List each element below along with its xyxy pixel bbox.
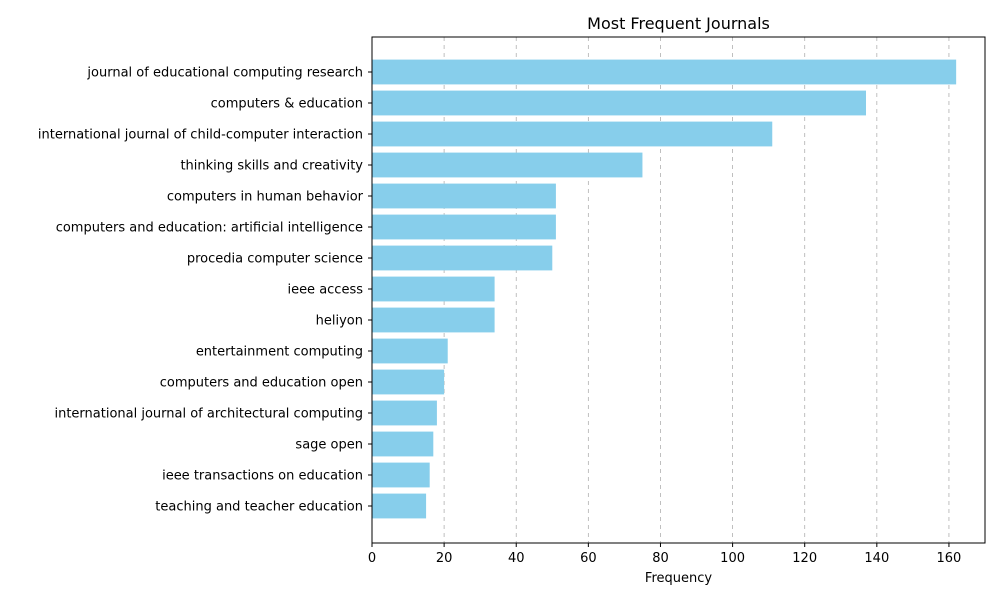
y-tick-label: computers & education bbox=[211, 97, 363, 112]
bar bbox=[372, 246, 552, 271]
x-tick-label: 120 bbox=[792, 551, 817, 566]
y-tick-label: international journal of child-computer … bbox=[38, 128, 363, 143]
y-tick-label: thinking skills and creativity bbox=[180, 159, 363, 174]
bar bbox=[372, 401, 437, 426]
y-tick-label: computers and education: artificial inte… bbox=[56, 221, 363, 236]
x-tick-label: 20 bbox=[436, 551, 453, 566]
y-axis-ticks: journal of educational computing researc… bbox=[38, 66, 372, 515]
bar bbox=[372, 184, 556, 209]
bar bbox=[372, 339, 448, 364]
bar bbox=[372, 370, 444, 395]
x-axis-ticks: 0 20 40 60 80 100 120 140 160 bbox=[368, 543, 961, 566]
bar bbox=[372, 91, 866, 116]
bar bbox=[372, 463, 430, 488]
bar bbox=[372, 153, 642, 178]
y-tick-label: ieee transactions on education bbox=[162, 469, 363, 484]
y-tick-label: computers in human behavior bbox=[167, 190, 364, 205]
bar bbox=[372, 432, 433, 457]
y-tick-label: teaching and teacher education bbox=[155, 500, 363, 515]
bar bbox=[372, 277, 495, 302]
y-tick-label: procedia computer science bbox=[187, 252, 363, 267]
bar bbox=[372, 122, 772, 147]
y-tick-label: journal of educational computing researc… bbox=[86, 66, 363, 81]
chart-title: Most Frequent Journals bbox=[587, 14, 770, 33]
y-tick-label: international journal of architectural c… bbox=[54, 407, 363, 422]
x-tick-label: 160 bbox=[937, 551, 962, 566]
bar bbox=[372, 215, 556, 240]
x-tick-label: 60 bbox=[580, 551, 597, 566]
y-tick-label: entertainment computing bbox=[196, 345, 363, 360]
x-tick-label: 140 bbox=[864, 551, 889, 566]
y-tick-label: computers and education open bbox=[160, 376, 363, 391]
bars bbox=[372, 60, 956, 519]
y-tick-label: heliyon bbox=[316, 314, 363, 329]
x-tick-label: 100 bbox=[720, 551, 745, 566]
bar bbox=[372, 494, 426, 519]
y-tick-label: sage open bbox=[295, 438, 363, 453]
x-tick-label: 40 bbox=[508, 551, 525, 566]
x-tick-label: 0 bbox=[368, 551, 376, 566]
x-axis-label: Frequency bbox=[645, 571, 712, 586]
bar bbox=[372, 308, 495, 333]
y-tick-label: ieee access bbox=[287, 283, 363, 298]
x-tick-label: 80 bbox=[652, 551, 669, 566]
bar bbox=[372, 60, 956, 85]
